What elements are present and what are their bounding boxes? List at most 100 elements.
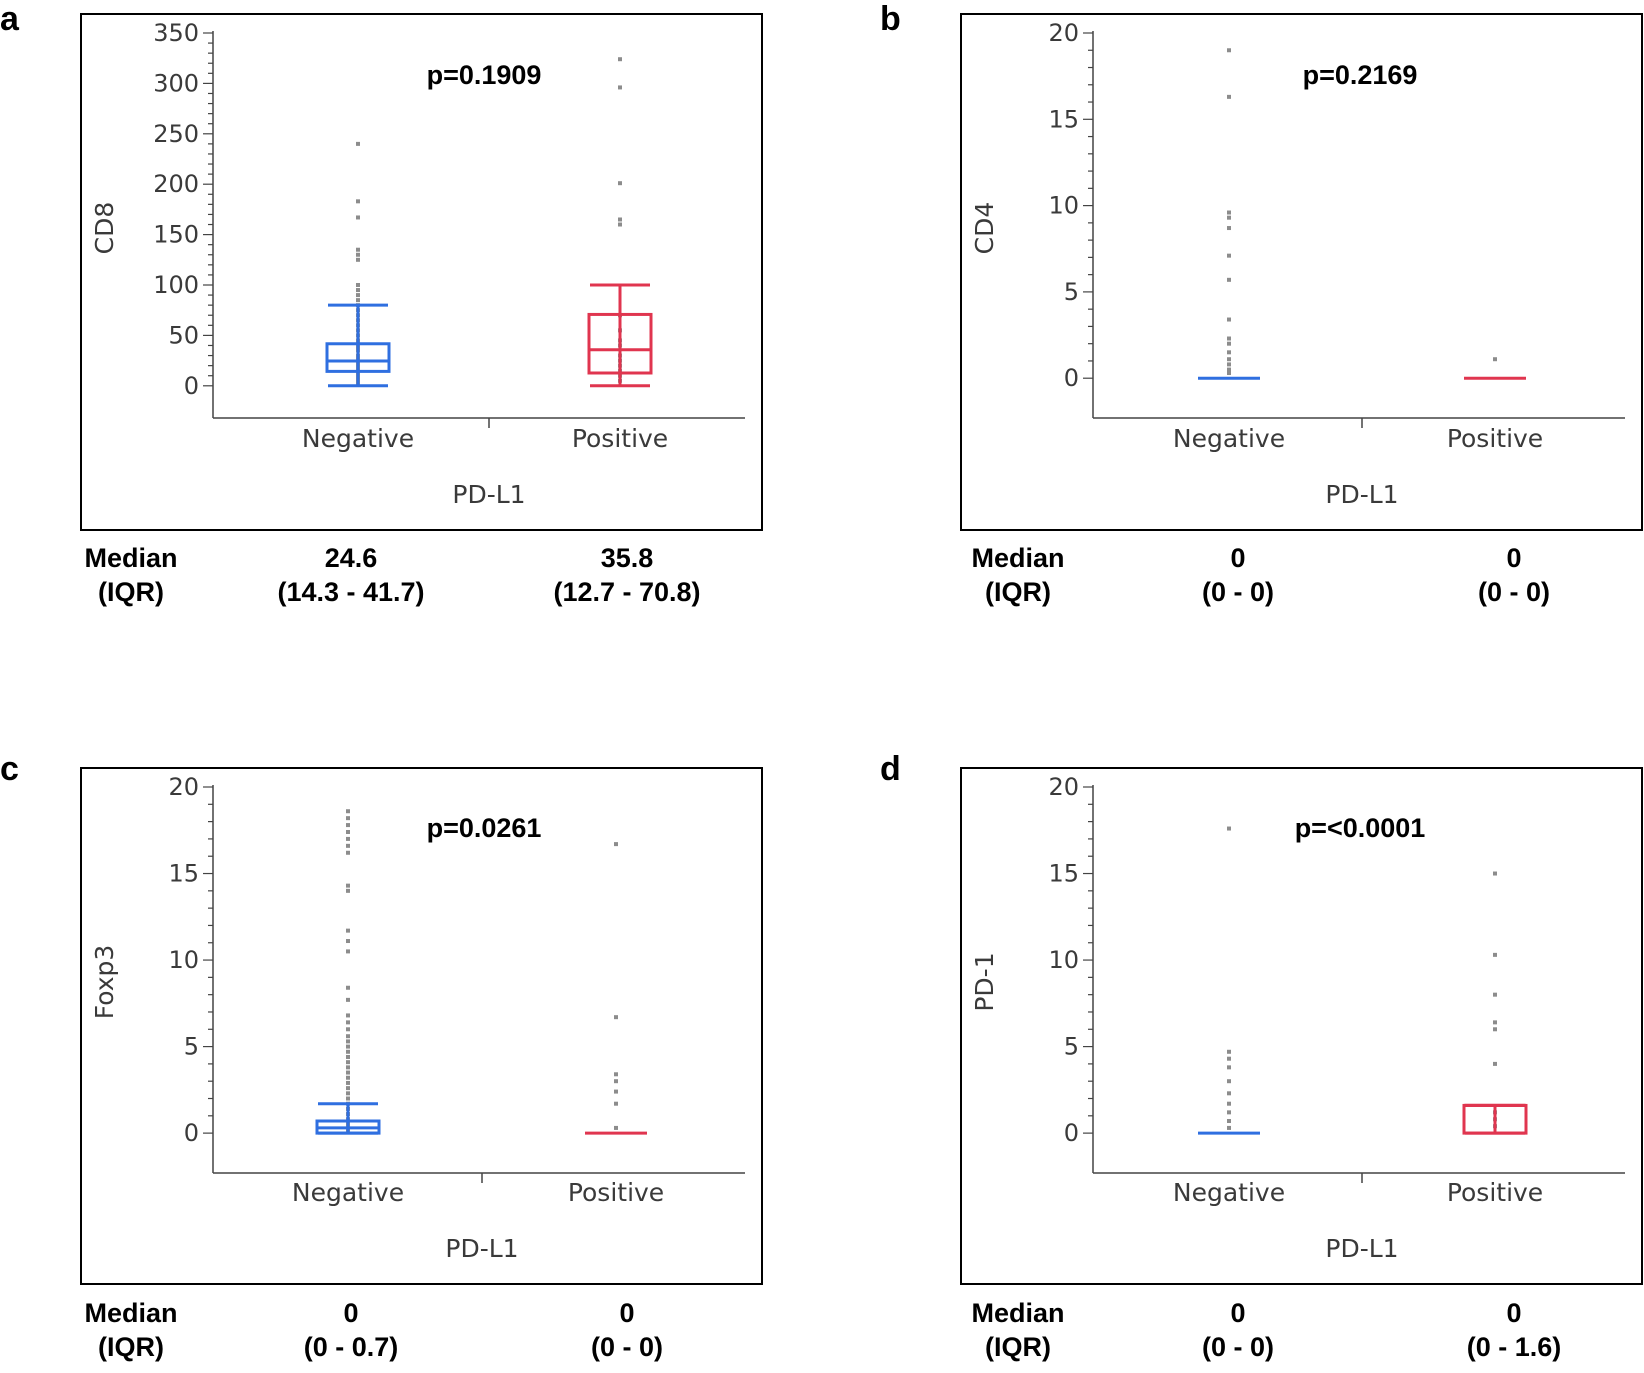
panel-letter: c: [0, 750, 19, 788]
y-tick-label: 20: [1048, 19, 1079, 47]
data-point: [346, 1060, 350, 1065]
box-group-positive: [585, 842, 647, 1135]
data-point: [346, 1020, 350, 1025]
y-tick-label: 350: [153, 19, 199, 47]
data-point: [1227, 362, 1231, 367]
median-value: 35.8: [601, 543, 654, 573]
data-point: [618, 181, 622, 186]
p-value: p=0.2169: [1303, 60, 1418, 90]
data-point: [1227, 336, 1231, 341]
p-value: p=<0.0001: [1295, 813, 1426, 843]
data-point: [346, 997, 350, 1002]
y-tick-label: 50: [168, 321, 199, 349]
panel-d: d 0 5 10 15 20 PD-1 PD-L1 Negative Positive p=<0.0…: [880, 750, 1643, 1362]
x-tick-label: Negative: [1173, 424, 1285, 453]
data-point: [346, 1049, 350, 1054]
y-tick-label: 10: [1048, 192, 1079, 220]
median-row-label: Median: [971, 1298, 1064, 1328]
y-tick-label: 20: [1048, 773, 1079, 801]
iqr-value: (12.7 - 70.8): [553, 577, 700, 607]
median-value: 0: [1506, 1298, 1521, 1328]
median-value: 24.6: [325, 543, 378, 573]
y-tick-label: 5: [1064, 1033, 1079, 1061]
y-tick-label: 0: [1064, 364, 1079, 392]
median-value: 0: [1230, 543, 1245, 573]
data-point: [346, 829, 350, 834]
panel-letter: b: [880, 0, 901, 38]
data-point: [1493, 952, 1497, 957]
y-tick-label: 5: [1064, 278, 1079, 306]
data-point: [356, 257, 360, 262]
data-point: [1493, 1020, 1497, 1025]
data-point: [346, 985, 350, 990]
data-point: [346, 1096, 350, 1101]
data-point: [346, 928, 350, 933]
data-point: [356, 141, 360, 146]
iqr-box: [325, 342, 391, 373]
median-value: 0: [1506, 543, 1521, 573]
y-tick-label: 5: [184, 1033, 199, 1061]
plot-frame: [80, 767, 763, 1285]
box-group-negative: [1198, 48, 1260, 380]
iqr-box: [587, 312, 653, 375]
data-point: [1227, 1056, 1231, 1061]
x-axis-title: PD-L1: [445, 1234, 518, 1263]
p-value: p=0.0261: [427, 813, 542, 843]
data-point: [614, 1072, 618, 1077]
data-point: [356, 283, 360, 287]
median-row-label: Median: [84, 1298, 177, 1328]
y-tick-label: 250: [153, 120, 199, 148]
box-group-positive: [1462, 871, 1528, 1135]
iqr-value: (0 - 1.6): [1467, 1332, 1562, 1362]
median-value: 0: [343, 1298, 358, 1328]
data-point: [346, 1039, 350, 1044]
data-point: [1227, 48, 1231, 53]
data-point: [1227, 367, 1231, 372]
iqr-value: (0 - 0): [1202, 1332, 1274, 1362]
data-point: [618, 222, 622, 227]
box-group-negative: [315, 809, 381, 1135]
p-value: p=0.1909: [427, 60, 542, 90]
data-point: [346, 883, 350, 888]
data-point: [1227, 317, 1231, 322]
data-point: [1493, 1027, 1497, 1032]
iqr-row-label: (IQR): [98, 1332, 164, 1362]
iqr-value: (0 - 0): [1202, 577, 1274, 607]
iqr-row-label: (IQR): [985, 1332, 1051, 1362]
data-point: [1227, 210, 1231, 215]
iqr-value: (0 - 0): [591, 1332, 663, 1362]
data-point: [1493, 1061, 1497, 1066]
data-point: [356, 293, 360, 298]
panel-c: c 0 5 10 15 20 Foxp3 PD-L1 Negative Positive p=0.0…: [0, 750, 763, 1362]
data-point: [1227, 94, 1231, 99]
data-point: [1227, 253, 1231, 258]
data-point: [1227, 226, 1231, 231]
data-point: [346, 816, 350, 821]
data-point: [346, 1054, 350, 1059]
data-point: [1227, 350, 1231, 355]
data-point: [346, 888, 350, 893]
y-tick-label: 15: [168, 860, 199, 888]
y-axis-title: PD-1: [970, 952, 999, 1011]
y-tick-label: 10: [168, 946, 199, 974]
y-tick-label: 20: [168, 773, 199, 801]
y-axis-title: CD8: [90, 202, 119, 255]
y-tick-label: 15: [1048, 105, 1079, 133]
data-point: [618, 85, 622, 90]
data-point: [1493, 357, 1497, 362]
data-point: [346, 843, 350, 848]
data-point: [1227, 1101, 1231, 1106]
x-tick-label: Negative: [1173, 1178, 1285, 1207]
panel-b: b 0 5 10 15 20 CD4 PD-L1 Negative Positive p=0.216…: [880, 0, 1643, 607]
data-point: [1227, 1079, 1231, 1084]
data-point: [346, 809, 350, 814]
x-tick-label: Positive: [1447, 1178, 1543, 1207]
median-value: 0: [619, 1298, 634, 1328]
y-tick-label: 150: [153, 221, 199, 249]
data-point: [346, 1070, 350, 1075]
data-point: [614, 1079, 618, 1084]
data-point: [346, 1080, 350, 1085]
panel-letter: a: [0, 0, 20, 38]
data-point: [346, 1013, 350, 1018]
